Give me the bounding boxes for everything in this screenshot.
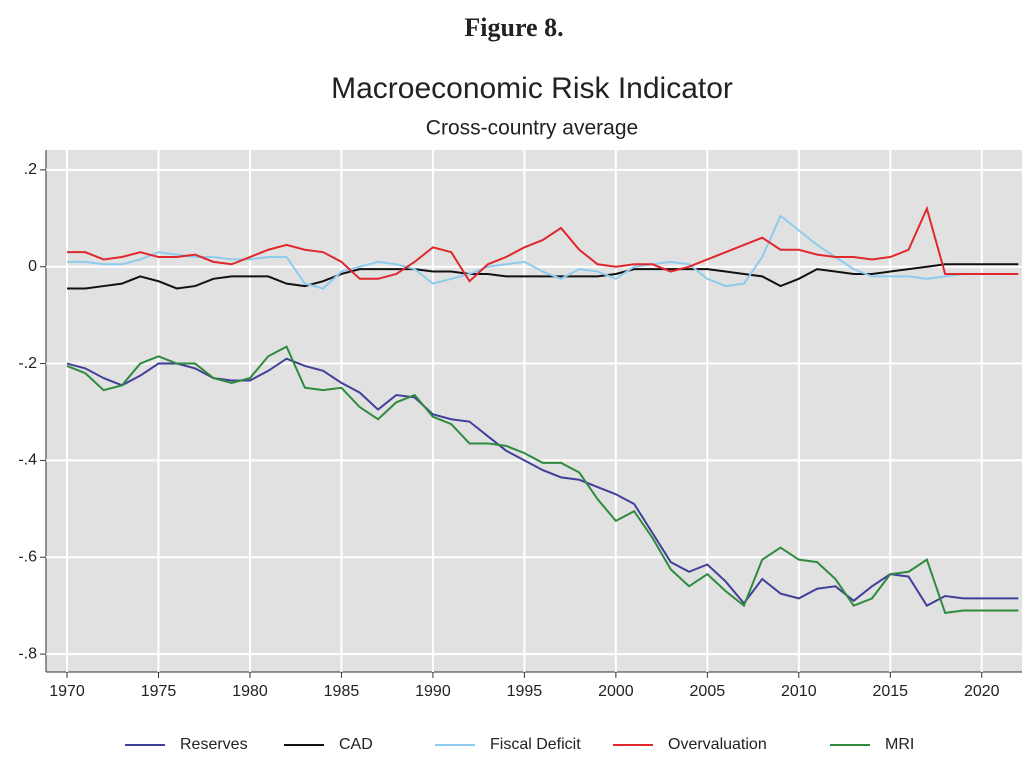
chart-title: Macroeconomic Risk Indicator: [331, 72, 733, 105]
plot-area: [46, 150, 1022, 672]
x-tick-label: 1985: [324, 683, 360, 700]
series-line: [67, 263, 1019, 290]
x-tick-label: 1995: [507, 683, 543, 700]
y-tick-label: .2: [24, 161, 37, 178]
legend-label: Overvaluation: [668, 736, 767, 753]
y-tick-label: -.2: [18, 355, 37, 372]
series-line: [66, 357, 1019, 607]
legend-label: Reserves: [180, 736, 248, 753]
legend-label: Fiscal Deficit: [490, 736, 581, 753]
x-tick-label: 2010: [781, 683, 817, 700]
series-line: [66, 345, 1019, 615]
x-tick-label: 2020: [964, 683, 1000, 700]
series-line: [67, 214, 1019, 290]
legend-label: CAD: [339, 736, 373, 753]
x-tick-label: 1970: [49, 683, 85, 700]
x-tick-label: 1980: [232, 683, 268, 700]
chart-subtitle: Cross-country average: [426, 117, 638, 140]
x-tick-label: 1990: [415, 683, 451, 700]
x-tick-label: 2000: [598, 683, 634, 700]
x-tick-label: 2015: [872, 683, 908, 700]
legend-label: MRI: [885, 736, 914, 753]
figure-label: Figure 8.: [464, 13, 563, 42]
x-tick-label: 2005: [690, 683, 726, 700]
y-tick-label: -.4: [18, 452, 37, 469]
series-line: [67, 205, 1019, 283]
y-tick-label: 0: [28, 258, 37, 275]
y-tick-label: -.8: [18, 645, 37, 662]
y-tick-label: -.6: [18, 548, 37, 565]
x-tick-label: 1975: [141, 683, 177, 700]
